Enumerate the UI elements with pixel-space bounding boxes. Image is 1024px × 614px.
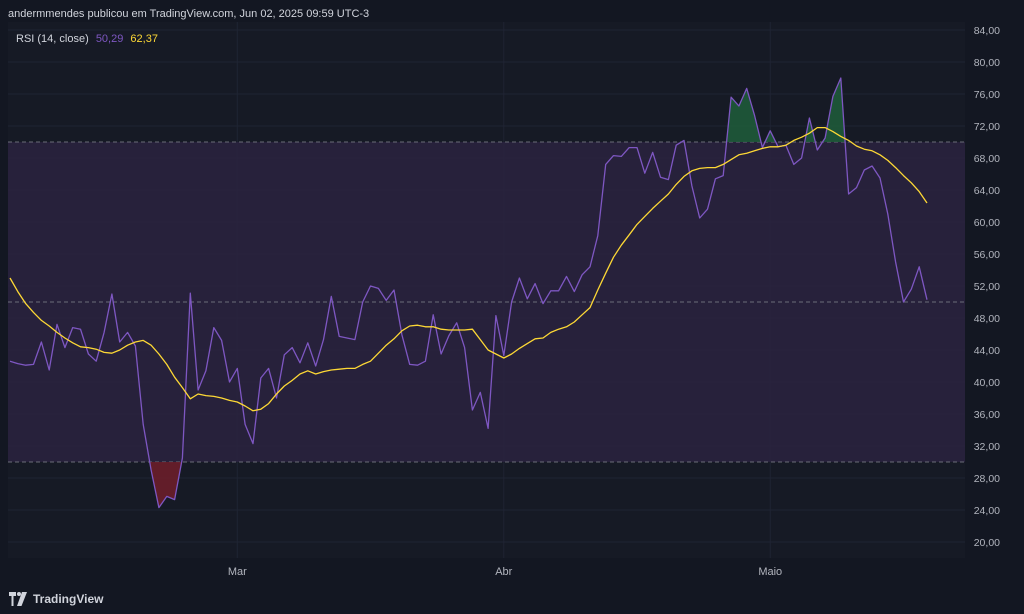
y-tick-label: 36,00	[974, 409, 1000, 421]
ma-current-value: 62,37	[130, 33, 158, 45]
rsi-line[interactable]	[9, 77, 928, 509]
y-tick-label: 76,00	[974, 89, 1000, 101]
x-tick-label: Maio	[758, 566, 782, 578]
y-tick-label: 32,00	[974, 441, 1000, 453]
y-tick-label: 24,00	[974, 505, 1000, 517]
rsi-current-value: 50,29	[95, 33, 124, 45]
x-tick-label: Mar	[228, 566, 247, 578]
overbought-fill	[822, 78, 846, 142]
brand-name: TradingView	[33, 592, 104, 606]
indicator-name: RSI (14, close)	[16, 33, 89, 45]
y-tick-label: 28,00	[974, 473, 1000, 485]
rsi-ma-line[interactable]	[9, 126, 928, 412]
y-tick-label: 44,00	[974, 345, 1000, 357]
overbought-fill	[804, 118, 816, 142]
y-tick-label: 84,00	[974, 25, 1000, 37]
tradingview-branding[interactable]: TradingView	[8, 590, 103, 608]
indicator-legend[interactable]: RSI (14, close) 50,29 62,37	[16, 33, 158, 45]
y-tick-label: 72,00	[974, 121, 1000, 133]
y-tick-label: 40,00	[974, 377, 1000, 389]
y-tick-label: 48,00	[974, 313, 1000, 325]
y-tick-label: 64,00	[974, 185, 1000, 197]
publish-header: andermmendes publicou em TradingView.com…	[8, 8, 370, 20]
oversold-fill	[149, 462, 182, 508]
y-tick-label: 68,00	[974, 153, 1000, 165]
y-tick-label: 52,00	[974, 281, 1000, 293]
tradingview-logo-icon	[9, 592, 27, 606]
overbought-fill	[726, 88, 762, 142]
x-tick-label: Abr	[495, 566, 512, 578]
y-tick-label: 60,00	[974, 217, 1000, 229]
y-tick-label: 20,00	[974, 537, 1000, 549]
overbought-fill	[765, 130, 776, 142]
y-tick-label: 56,00	[974, 249, 1000, 261]
y-tick-label: 80,00	[974, 57, 1000, 69]
